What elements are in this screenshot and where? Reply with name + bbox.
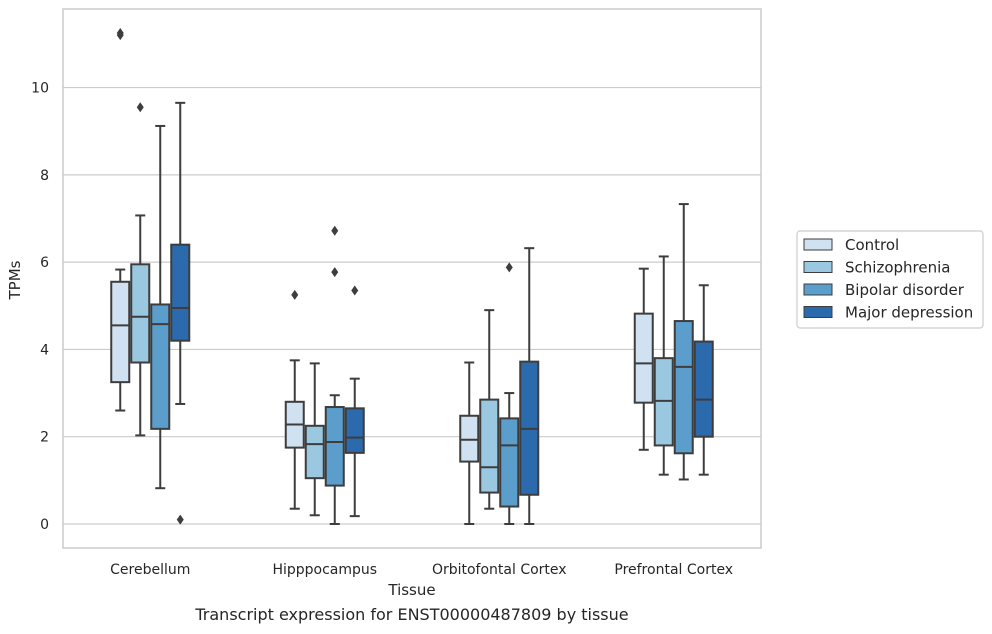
- outlier-point: [331, 267, 339, 278]
- legend-label[interactable]: Control: [845, 236, 899, 254]
- box-iqr: [673, 320, 694, 455]
- y-axis-title: TPMs: [6, 260, 24, 300]
- plot-background: [63, 9, 761, 548]
- legend-swatch: [803, 238, 833, 251]
- outlier-point: [116, 28, 124, 39]
- y-tick-label: 0: [40, 517, 49, 533]
- box-1-1: [304, 362, 325, 517]
- box-3-3: [693, 284, 714, 476]
- box-0-0: [110, 28, 131, 412]
- outlier-point: [351, 285, 359, 296]
- legend-label[interactable]: Major depression: [845, 304, 973, 322]
- box-2-1: [479, 309, 500, 510]
- box-iqr: [150, 303, 171, 430]
- y-tick-label: 2: [40, 430, 49, 446]
- legend[interactable]: Control Schizophrenia Bipolar disorder Majo…: [796, 230, 984, 329]
- box-2-3: [519, 247, 540, 525]
- box-groups: [110, 28, 714, 525]
- box-iqr: [324, 406, 345, 487]
- plot-frame: [62, 8, 762, 549]
- box-1-2: [324, 225, 345, 525]
- x-axis-title: Tissue: [387, 581, 435, 599]
- box-iqr: [459, 414, 480, 463]
- box-1-3: [344, 285, 365, 518]
- outlier-point: [331, 225, 339, 236]
- box-0-1: [130, 102, 151, 437]
- chart-caption: Transcript expression for ENST0000048780…: [195, 605, 629, 624]
- outlier-point: [176, 514, 184, 525]
- outlier-point: [505, 262, 513, 273]
- box-3-1: [653, 255, 674, 476]
- legend-box: [796, 230, 984, 329]
- box-0-2: [150, 124, 171, 490]
- box-1-0: [284, 289, 305, 510]
- legend-swatch: [803, 283, 833, 296]
- outlier-point: [291, 289, 299, 300]
- box-iqr: [499, 417, 520, 508]
- box-iqr: [479, 398, 500, 494]
- legend-swatch: [803, 261, 833, 273]
- y-tick-label: 8: [40, 168, 49, 184]
- box-iqr: [693, 340, 714, 438]
- box-iqr: [344, 407, 365, 454]
- x-tick-label: Orbitofontal Cortex: [432, 562, 567, 578]
- box-2-0: [459, 361, 480, 525]
- box-iqr: [170, 243, 191, 342]
- x-axis: Cerebellum Hipppocampus Orbitofontal Corte…: [110, 562, 733, 578]
- box-iqr: [130, 263, 151, 364]
- x-tick-label: Cerebellum: [110, 562, 190, 578]
- plot-area: [62, 8, 762, 549]
- y-tick-label: 10: [31, 81, 49, 97]
- y-axis: 0 2 4 6 8 10: [31, 81, 49, 533]
- box-0-3: [170, 101, 191, 525]
- box-iqr: [633, 312, 654, 404]
- x-tick-label: Hipppocampus: [272, 562, 377, 578]
- box-2-2: [499, 262, 520, 525]
- y-tick-label: 6: [40, 255, 49, 271]
- box-3-2: [673, 203, 694, 481]
- legend-label[interactable]: Schizophrenia: [845, 259, 950, 277]
- box-3-0: [633, 267, 654, 451]
- legend-swatch: [803, 306, 833, 318]
- y-tick-label: 4: [40, 342, 49, 358]
- box-iqr: [110, 280, 131, 384]
- legend-label[interactable]: Bipolar disorder: [845, 281, 965, 299]
- box-iqr: [304, 424, 325, 480]
- outlier-point: [136, 102, 144, 113]
- x-tick-label: Prefrontal Cortex: [614, 562, 733, 578]
